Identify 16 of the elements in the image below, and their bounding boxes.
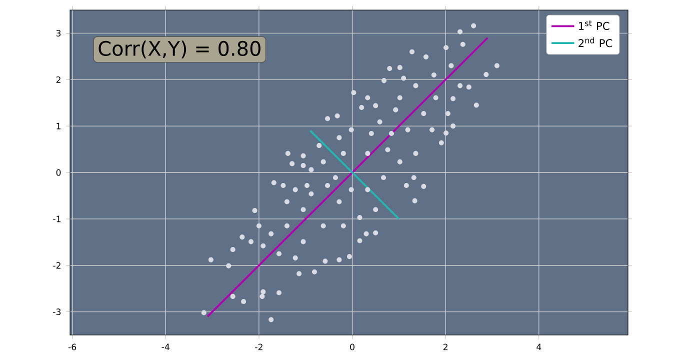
x-tick-label: 2: [443, 344, 448, 350]
x-tick-label: -4: [162, 344, 170, 350]
y-tick-label: 3: [56, 30, 61, 36]
y-tick-label: -2: [53, 262, 60, 269]
legend-label: 2$^{nd}$ PC: [578, 37, 612, 48]
y-tick-label: 1: [56, 122, 60, 130]
y-tick-label: -1: [53, 216, 60, 222]
y-tick-label: 0: [56, 169, 61, 176]
x-tick-label: 4: [536, 344, 542, 350]
x-tick-label: 0: [350, 344, 354, 350]
x-tick-label: -6: [68, 344, 76, 350]
y-tick-label: 2: [56, 76, 60, 83]
y-tick-label: -3: [53, 308, 61, 316]
legend-label: 1$^{st}$ PC: [579, 20, 610, 30]
x-tick-label: -2: [255, 344, 262, 350]
annotation: Corr(X,Y) = 0.80: [98, 40, 260, 58]
